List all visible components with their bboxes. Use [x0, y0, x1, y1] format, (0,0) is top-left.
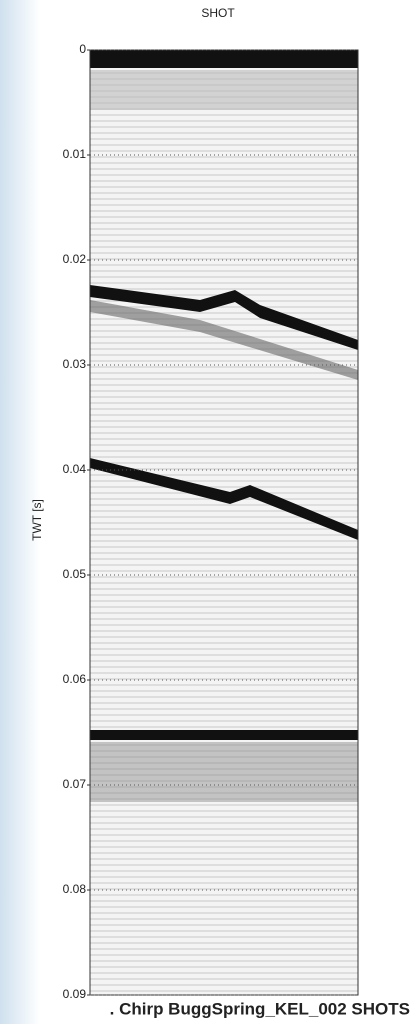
reflector	[90, 50, 358, 68]
reflector	[90, 730, 358, 740]
y-tick-label: 0.06	[63, 672, 87, 686]
section-background	[90, 50, 358, 995]
seismic-section	[90, 50, 358, 995]
y-tick-label: 0.04	[63, 462, 87, 476]
y-tick-label: 0.01	[63, 147, 87, 161]
y-tick-label: 0.02	[63, 252, 87, 266]
background-edge	[0, 0, 40, 1024]
y-tick-label: 0.07	[63, 777, 87, 791]
caption: . Chirp BuggSpring_KEL_002 SHOTS	[110, 999, 410, 1018]
y-tick-label: 0.08	[63, 882, 87, 896]
reflector	[90, 70, 358, 110]
y-tick-label: 0	[79, 42, 86, 56]
reflector	[90, 742, 358, 802]
reflector	[90, 458, 358, 540]
reflector	[90, 285, 358, 350]
plot-frame	[89, 49, 359, 996]
y-tick-label: 0.05	[63, 567, 87, 581]
reflector	[90, 300, 358, 380]
y-tick-label: 0.03	[63, 357, 87, 371]
chart-title: SHOT	[201, 6, 235, 20]
y-tick-label: 0.09	[63, 987, 87, 1001]
y-axis-label: TWT [s]	[30, 499, 44, 541]
